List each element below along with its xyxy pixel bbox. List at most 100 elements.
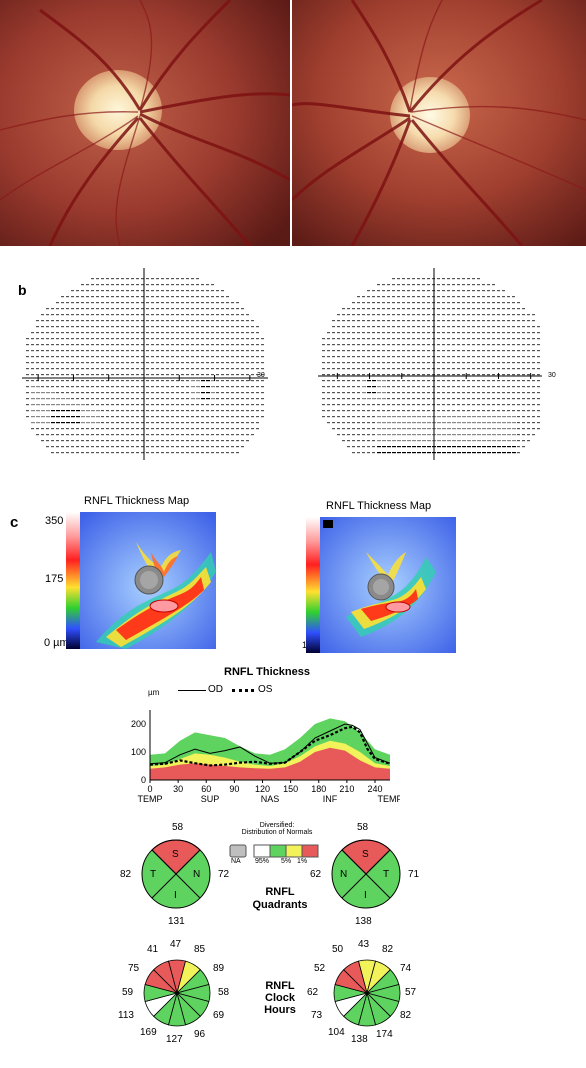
vf-point (56, 344, 59, 346)
vf-point (422, 302, 425, 304)
vf-point (372, 356, 375, 358)
vf-point (201, 284, 204, 286)
vf-point (231, 314, 234, 316)
vf-point (427, 446, 431, 448)
vf-point (101, 290, 104, 292)
vf-point (76, 290, 79, 292)
vf-point (106, 296, 109, 298)
x-tick-label: 30 (173, 784, 183, 794)
vf-point (201, 374, 204, 376)
vf-point (171, 446, 174, 448)
vf-point (422, 422, 426, 424)
vf-point (146, 392, 149, 394)
vf-point (66, 356, 69, 358)
x-tick-label: 60 (201, 784, 211, 794)
vf-point (407, 302, 410, 304)
vf-point (447, 362, 450, 364)
vf-point (477, 350, 480, 352)
vf-point (377, 320, 380, 322)
vf-point (81, 338, 84, 340)
vf-point (407, 344, 410, 346)
vf-point (56, 356, 59, 358)
vf-point (251, 392, 254, 394)
vf-point (41, 332, 44, 334)
vf-point (186, 440, 189, 442)
vf-point (41, 350, 44, 352)
vf-point (106, 446, 109, 448)
vf-point (51, 434, 54, 436)
vf-point (211, 338, 214, 340)
vf-point (166, 332, 169, 334)
quad-os-n: N (340, 869, 348, 880)
vf-point (216, 296, 219, 298)
vf-point (347, 434, 350, 436)
vf-point (256, 368, 259, 370)
vf-point (457, 344, 460, 346)
vf-point (226, 410, 229, 412)
vf-point (121, 386, 124, 388)
vf-point (261, 392, 264, 394)
vf-point (447, 410, 450, 412)
vf-point (367, 434, 370, 436)
vf-point (417, 446, 421, 448)
vf-point (497, 350, 500, 352)
vf-point (41, 338, 44, 340)
vf-point (101, 416, 104, 418)
vf-point (367, 386, 371, 388)
vf-point (507, 446, 511, 448)
vf-point (372, 314, 375, 316)
vf-point (106, 284, 109, 286)
vf-point (191, 302, 194, 304)
vf-point (111, 386, 114, 388)
vf-point (101, 452, 104, 454)
vf-point (537, 344, 540, 346)
vf-point (226, 386, 229, 388)
vf-point (206, 302, 209, 304)
vf-point (246, 434, 249, 436)
vf-point (502, 446, 506, 448)
vf-point (111, 320, 114, 322)
vf-point (507, 440, 511, 442)
vf-point (372, 398, 376, 400)
vf-point (236, 362, 239, 364)
vf-point (126, 392, 129, 394)
vf-point (146, 326, 149, 328)
vf-point (467, 380, 470, 382)
vf-point (377, 332, 380, 334)
vf-point (141, 404, 144, 406)
vf-point (151, 344, 154, 346)
quad-os-i: I (364, 890, 367, 901)
vf-point (171, 344, 174, 346)
vf-point (136, 374, 139, 376)
vf-point (101, 296, 104, 298)
vf-point (71, 338, 74, 340)
vf-point (51, 410, 55, 412)
vf-point (76, 398, 79, 400)
vf-point (161, 374, 164, 376)
vf-point (191, 356, 194, 358)
vf-point (527, 314, 530, 316)
vf-point (141, 338, 144, 340)
x-region-label: TEMP (137, 794, 162, 804)
vf-point (141, 356, 144, 358)
vf-point (161, 284, 164, 286)
vf-point (527, 332, 530, 334)
vf-point (106, 440, 109, 442)
vf-point (141, 344, 144, 346)
vf-point (251, 356, 254, 358)
vf-point (141, 416, 144, 418)
vf-point (256, 380, 259, 382)
vf-point (427, 338, 430, 340)
vf-point (407, 392, 410, 394)
vf-point (497, 332, 500, 334)
vf-point (86, 422, 90, 424)
vf-point (437, 314, 440, 316)
vf-point (502, 362, 505, 364)
vf-point (121, 278, 124, 280)
vf-point (437, 386, 440, 388)
vf-point (502, 428, 506, 430)
vf-point (101, 344, 104, 346)
x-tick-label: 180 (311, 784, 326, 794)
vf-point (472, 368, 475, 370)
vf-point (106, 350, 109, 352)
